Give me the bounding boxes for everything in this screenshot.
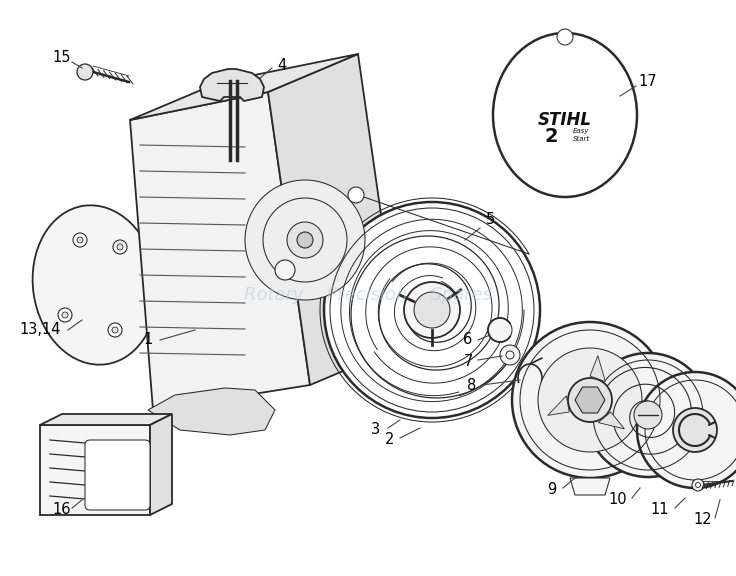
Circle shape [112,327,118,333]
Text: 16: 16 [53,502,71,517]
Ellipse shape [493,33,637,197]
Circle shape [245,180,365,300]
Text: Easy
Start: Easy Start [573,128,590,142]
Circle shape [113,240,127,254]
Text: 4: 4 [277,58,286,73]
Circle shape [73,233,87,247]
Ellipse shape [32,205,158,365]
Circle shape [404,282,460,338]
Text: 5: 5 [485,213,495,228]
Polygon shape [150,414,172,515]
Circle shape [637,372,736,488]
FancyBboxPatch shape [85,440,150,510]
Text: 6: 6 [464,332,473,347]
Polygon shape [200,69,264,101]
Text: 3: 3 [370,423,380,438]
Circle shape [557,29,573,45]
Polygon shape [40,425,150,515]
Circle shape [287,222,323,258]
Text: 2: 2 [544,127,558,146]
Text: 10: 10 [609,492,627,507]
Text: 17: 17 [639,74,657,89]
Text: 15: 15 [53,51,71,66]
Circle shape [568,378,612,422]
Polygon shape [575,387,605,413]
Circle shape [324,202,540,418]
Circle shape [77,237,83,243]
Circle shape [500,345,520,365]
Polygon shape [268,54,400,385]
Text: 9: 9 [548,483,556,498]
Polygon shape [130,54,358,120]
Text: Rotary    Precision    Spares: Rotary Precision Spares [244,286,492,304]
Text: 8: 8 [467,377,477,392]
Circle shape [117,244,123,250]
Circle shape [77,64,93,80]
Polygon shape [598,412,624,429]
Text: 7: 7 [464,354,473,369]
Polygon shape [590,356,606,382]
Circle shape [506,351,514,359]
Circle shape [538,348,642,452]
Circle shape [488,318,512,342]
Circle shape [275,260,295,280]
Text: STIHL: STIHL [538,111,592,129]
Circle shape [634,401,662,429]
Circle shape [348,187,364,203]
Text: 2: 2 [386,433,394,448]
Polygon shape [548,396,569,415]
Text: 13,14: 13,14 [19,323,61,338]
Circle shape [696,483,701,487]
Circle shape [692,479,704,491]
Polygon shape [40,414,172,425]
Circle shape [58,308,72,322]
Polygon shape [148,388,275,435]
Circle shape [512,322,668,478]
Text: 1: 1 [144,332,152,347]
Text: 12: 12 [694,513,712,528]
Circle shape [586,353,710,477]
Polygon shape [130,92,310,410]
Circle shape [297,232,313,248]
Circle shape [414,292,450,328]
Circle shape [673,408,717,452]
Circle shape [62,312,68,318]
Polygon shape [570,478,610,495]
Circle shape [108,323,122,337]
Text: 11: 11 [651,502,669,517]
